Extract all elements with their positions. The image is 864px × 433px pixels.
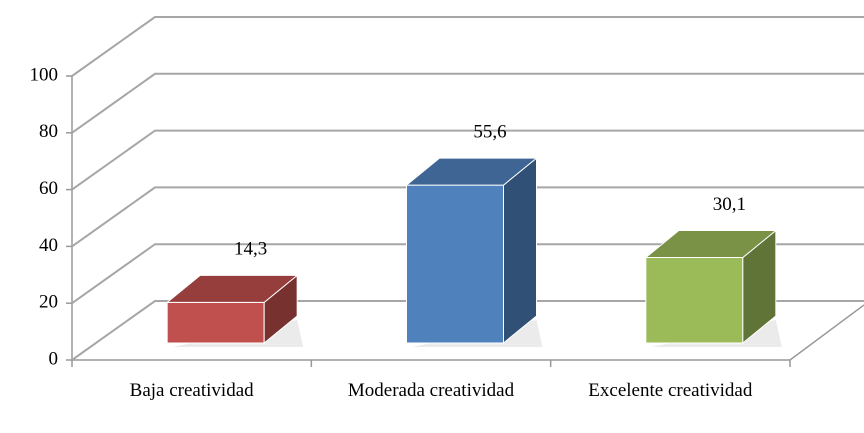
y-tick-label: 80: [39, 121, 58, 142]
bar: [406, 184, 504, 344]
grid-line: [71, 243, 864, 305]
y-tick-label: 40: [39, 235, 58, 256]
x-tick-label: Moderada creatividad: [347, 380, 515, 401]
grid-line: [71, 16, 864, 77]
data-label: 30,1: [713, 194, 746, 215]
y-tick-label: 0: [49, 348, 59, 369]
grid-line: [71, 72, 864, 134]
grid-line: [71, 186, 864, 248]
grid-line: [71, 129, 864, 191]
x-tick-label: Excelente creatividad: [588, 380, 753, 401]
bar-top: [405, 157, 538, 186]
y-tick-label: 20: [39, 292, 58, 313]
x-tick-label: Baja creatividad: [129, 380, 254, 401]
grid-line: [71, 300, 864, 361]
y-tick-label: 100: [30, 64, 59, 85]
bar: [645, 257, 744, 344]
data-label: 55,6: [473, 121, 506, 142]
y-tick-label: 60: [39, 178, 58, 199]
floor-side: [789, 304, 864, 361]
data-label: 14,3: [234, 239, 267, 260]
bar-top: [165, 274, 299, 303]
bar-side: [503, 157, 537, 345]
bar-top: [644, 230, 778, 259]
bar: [166, 301, 265, 344]
